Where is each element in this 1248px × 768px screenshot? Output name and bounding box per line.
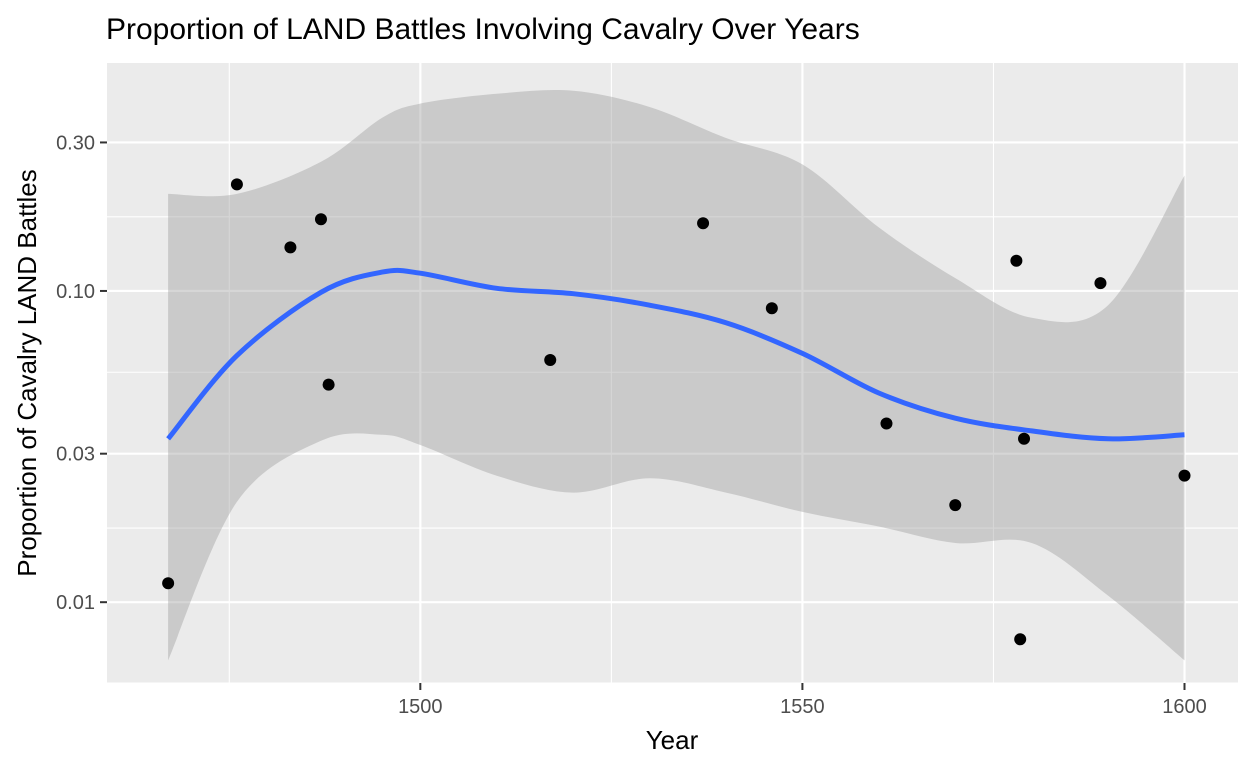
data-point (544, 353, 557, 366)
confidence-band (168, 89, 1185, 661)
data-point (697, 217, 710, 230)
x-tick-label: 1550 (780, 696, 825, 718)
data-point (949, 499, 962, 512)
points-layer (162, 178, 1191, 646)
data-point (230, 178, 243, 191)
data-point (1094, 277, 1107, 290)
y-tick-label: 0.10 (56, 281, 95, 303)
data-point (1178, 469, 1191, 482)
data-point (1010, 254, 1023, 267)
plot-panel (107, 63, 1238, 683)
data-point (162, 577, 175, 590)
data-point (880, 417, 893, 430)
data-point (765, 302, 778, 315)
smooth-line-layer (166, 267, 1185, 442)
y-tick-label: 0.01 (56, 592, 95, 614)
data-point (1014, 633, 1027, 646)
data-point (322, 378, 335, 391)
confidence-band-layer (168, 89, 1185, 661)
x-tick-label: 1500 (398, 696, 443, 718)
chart-title: Proportion of LAND Battles Involving Cav… (106, 13, 860, 46)
data-point (314, 213, 327, 226)
y-tick-label: 0.30 (56, 132, 95, 154)
smooth-line (166, 267, 1185, 442)
x-axis-ticks: 1500 1550 1600 (398, 683, 1207, 718)
data-point (1018, 432, 1031, 445)
y-axis-ticks: 0.01 0.03 0.10 0.30 (56, 132, 107, 614)
y-axis-title: Proportion of Cavalry LAND Battles (12, 169, 42, 577)
data-point (284, 241, 297, 254)
major-grid (107, 63, 1238, 683)
x-axis-title: Year (646, 725, 699, 755)
y-tick-label: 0.03 (56, 444, 95, 466)
x-tick-label: 1600 (1162, 696, 1207, 718)
minor-grid (107, 63, 1238, 684)
